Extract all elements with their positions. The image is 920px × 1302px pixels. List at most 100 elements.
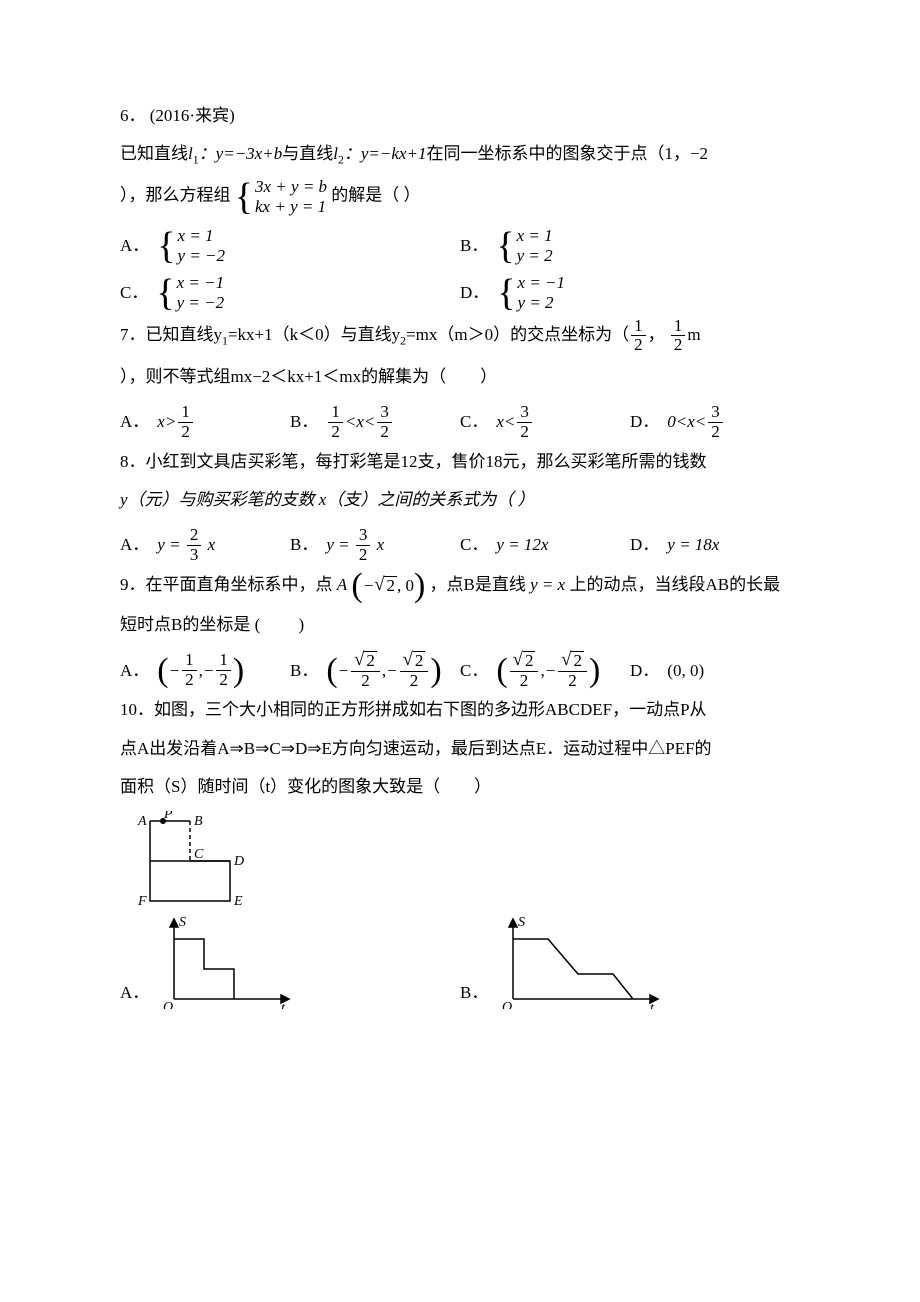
q6-text-a: 已知直线 xyxy=(120,144,188,163)
question-6: 6． (2016·来宾) xyxy=(120,100,800,132)
sqrt-icon: √2 xyxy=(374,576,397,596)
q9-point-a: A xyxy=(337,575,347,594)
sqrt-icon: √2 xyxy=(354,651,377,671)
q9-text-d: 短时点B的坐标是 ( ) xyxy=(120,615,304,634)
q9-c-coord: ( √22,−√22 ) xyxy=(496,651,600,690)
q6-b-r1: x = 1 xyxy=(517,226,553,246)
q10-options: A． S t O B． S t O xyxy=(120,914,800,1009)
q9-b-f1: √22 xyxy=(351,651,380,690)
q10-number: 10． xyxy=(120,700,154,719)
q9-c-label: C． xyxy=(460,655,488,687)
brace-icon: { xyxy=(496,227,514,265)
q7-frac1: 12 xyxy=(631,317,646,355)
lbl-c: C xyxy=(194,847,204,862)
q10-text-a: 如图，三个大小相同的正方形拼成如右下图的多边形ABCDEF，一动点P从 xyxy=(154,700,707,719)
q6-source: (2016·来宾) xyxy=(150,106,235,125)
q9-c-f1: √22 xyxy=(510,651,539,690)
q9-a1d: 2 xyxy=(182,671,197,690)
q9-text-b: ，点B是直线 xyxy=(430,575,526,594)
q8-d-label: D． xyxy=(630,529,659,561)
q9-neg: − xyxy=(363,570,374,602)
q9-a-m1: − xyxy=(169,655,180,687)
question-10: 10．如图，三个大小相同的正方形拼成如右下图的多边形ABCDEF，一动点P从 xyxy=(120,694,800,726)
q9-options: A． ( −12,−12 ) B． ( −√22,−√22 ) C． ( √22… xyxy=(120,647,800,694)
q6-a-label: A． xyxy=(120,230,149,262)
q7-comma: ， xyxy=(648,325,665,344)
q7-b1d: 2 xyxy=(328,423,343,442)
q9-a1n: 1 xyxy=(182,651,197,671)
q9-d-label: D． xyxy=(630,655,659,687)
q9-opt-a: A． ( −12,−12 ) xyxy=(120,651,290,690)
q7-f2d: 2 xyxy=(671,336,686,355)
q6-c-r2: y = −2 xyxy=(177,293,225,313)
q6-stem-line2: ），那么方程组 { 3x + y = b kx + y = 1 的解是（ ） xyxy=(120,177,800,216)
q7-b-frac2: 32 xyxy=(377,403,392,441)
lbl-p: P xyxy=(163,811,173,822)
q9-b-label: B． xyxy=(290,655,318,687)
q7-c-label: C． xyxy=(460,406,488,438)
q8-opt-c: C． y = 12x xyxy=(460,526,630,564)
q7-ad: 2 xyxy=(178,423,193,442)
question-7: 7．已知直线y1=kx+1（k＜0）与直线y2=mx（m＞0）的交点坐标为（12… xyxy=(120,317,800,355)
q6-l1-eq: ：y=−3x+b xyxy=(199,144,283,163)
q6-l2-eq-txt: ：y=−kx+1 xyxy=(344,144,427,163)
q10-stem-line2: 点A出发沿着A⇒B⇒C⇒D⇒E方向匀速运动，最后到达点E．运动过程中△PEF的 xyxy=(120,733,800,765)
sqrt-icon: √2 xyxy=(403,651,426,671)
q7-m: m xyxy=(687,325,700,344)
q8-c-label: C． xyxy=(460,529,488,561)
q9-a-label: A． xyxy=(120,655,149,687)
q9-a-f2: 12 xyxy=(216,651,231,689)
q6-c-r1: x = −1 xyxy=(177,273,225,293)
q9-a2n: 1 xyxy=(216,651,231,671)
q9-c-f2: √22 xyxy=(558,651,587,690)
q6-a-sys: {x = 1y = −2 xyxy=(157,226,225,265)
q7-a-frac: 12 xyxy=(178,403,193,441)
sqrt-icon: √2 xyxy=(561,651,584,671)
q9-zero: , 0 xyxy=(397,570,414,602)
q9-a-coord: ( −12,−12 ) xyxy=(157,651,244,689)
q9-b-coord: ( −√22,−√22 ) xyxy=(326,651,441,690)
q6-c-sys: {x = −1y = −2 xyxy=(156,273,224,312)
q6-d-sys: {x = −1y = 2 xyxy=(497,273,565,312)
q7-number: 7． xyxy=(120,325,146,344)
q6-a-r1: x = 1 xyxy=(178,226,226,246)
q8-ad: 3 xyxy=(187,546,202,565)
q7-b1n: 1 xyxy=(328,403,343,423)
q9-text-c: 上的动点，当线段AB的长最 xyxy=(569,575,780,594)
q9-b-m1: − xyxy=(338,655,349,687)
q9-sqrt2: 2 xyxy=(384,576,397,596)
q7-text-a: 已知直线y xyxy=(146,325,223,344)
q7-an: 1 xyxy=(178,403,193,423)
q10-a-t: t xyxy=(281,1001,286,1009)
q7-b-frac1: 12 xyxy=(328,403,343,441)
q10-diagram: A P B C D E F xyxy=(130,811,800,906)
q7-d-txt: 0<x< xyxy=(667,406,706,438)
q7-b2n: 3 xyxy=(377,403,392,423)
lbl-b: B xyxy=(194,814,203,829)
q7-f1d: 2 xyxy=(631,336,646,355)
q10-b-t: t xyxy=(650,1001,655,1009)
q8-a-x: x xyxy=(208,529,216,561)
q6-sys-r1: 3x + y = b xyxy=(255,177,327,197)
lbl-a: A xyxy=(137,814,147,829)
q8-b-x: x xyxy=(377,529,385,561)
q8-b-y: y = xyxy=(326,529,349,561)
q7-f2n: 1 xyxy=(671,317,686,337)
q6-d-label: D． xyxy=(460,277,489,309)
q6-l2-eq: ：y=−kx+1 xyxy=(344,144,427,163)
q6-text-b: 与直线 xyxy=(282,144,333,163)
q8-an: 2 xyxy=(187,526,202,546)
q6-sys-r2: kx + y = 1 xyxy=(255,197,327,217)
q7-c-frac: 32 xyxy=(517,403,532,441)
q7-frac2: 12 xyxy=(671,317,686,355)
q6-d-r2: y = 2 xyxy=(518,293,566,313)
q6-b-r2: y = 2 xyxy=(517,246,553,266)
q10-opt-a: A． S t O xyxy=(120,914,460,1009)
q10-stem-line3: 面积（S）随时间（t）变化的图象大致是（ ） xyxy=(120,771,800,803)
q9-d-txt: (0, 0) xyxy=(667,655,704,687)
q9-text-a: 在平面直角坐标系中，点 xyxy=(146,575,333,594)
q9-opt-c: C． ( √22,−√22 ) xyxy=(460,651,630,690)
q9-stem-line2: 短时点B的坐标是 ( ) xyxy=(120,609,800,641)
q7-opt-c: C． x<32 xyxy=(460,403,630,441)
q6-text-c: 在同一坐标系中的图象交于点（1，−2 xyxy=(426,144,708,163)
